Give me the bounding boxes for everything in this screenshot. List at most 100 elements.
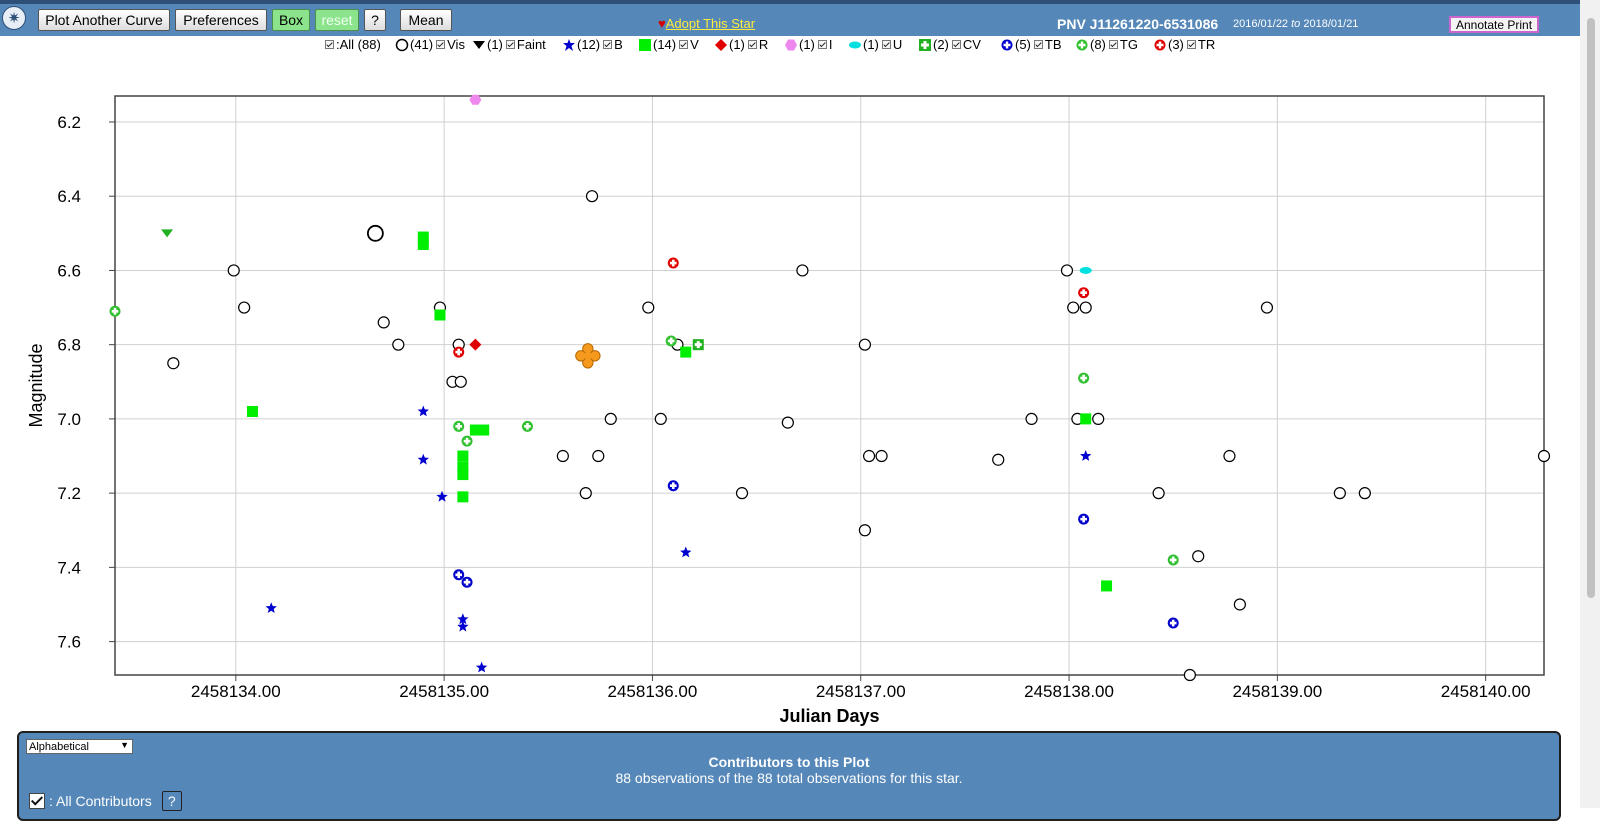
data-point-v[interactable] [457, 461, 469, 473]
tr-checkbox[interactable] [1186, 40, 1196, 49]
data-point-vis[interactable] [796, 264, 809, 277]
data-point-vis[interactable] [735, 487, 749, 500]
data-point-v[interactable] [457, 450, 469, 462]
i-checkbox[interactable] [817, 40, 827, 49]
all-contributors-checkbox[interactable] [29, 793, 45, 809]
data-point-vis[interactable] [579, 487, 592, 500]
plot-another-curve-button[interactable]: Plot Another Curve [38, 9, 170, 31]
data-point-tr[interactable] [667, 257, 679, 269]
data-point-vis[interactable] [1233, 598, 1246, 611]
data-point-tg[interactable] [109, 305, 121, 317]
tb-checkbox[interactable] [1033, 40, 1043, 49]
data-point-b[interactable] [475, 661, 488, 673]
data-point-v[interactable] [434, 309, 446, 321]
data-point-vis[interactable] [858, 524, 872, 537]
vis-checkbox[interactable] [436, 40, 446, 49]
faint-checkbox[interactable] [505, 40, 515, 49]
data-point-b[interactable] [457, 613, 469, 625]
data-point-vis[interactable] [238, 301, 251, 314]
data-point-faint[interactable] [161, 229, 174, 238]
data-point-vis[interactable] [1060, 264, 1074, 277]
data-point-b[interactable] [265, 602, 277, 613]
data-point-v[interactable] [680, 346, 692, 358]
data-point-vis[interactable] [642, 301, 655, 314]
data-point-v[interactable] [417, 231, 429, 243]
data-point-vis[interactable] [1223, 449, 1236, 463]
data-point-v[interactable] [417, 238, 429, 250]
data-point-tb[interactable] [1167, 617, 1179, 629]
adopt-star-link[interactable]: Adopt This Star [665, 16, 756, 31]
data-point-vis[interactable] [392, 338, 405, 351]
box-button[interactable]: Box [272, 9, 310, 31]
data-point-vis[interactable] [1537, 449, 1551, 463]
data-point-vis[interactable] [227, 264, 240, 277]
data-point-tg[interactable] [665, 335, 677, 347]
cv-checkbox[interactable] [951, 40, 961, 49]
data-point-vis[interactable] [592, 449, 605, 463]
data-point-tb[interactable] [1078, 513, 1090, 525]
data-point-vis[interactable] [1260, 301, 1274, 314]
data-point-tg[interactable] [1078, 372, 1090, 384]
data-point-vis[interactable] [875, 449, 888, 463]
data-point-vis[interactable] [858, 338, 872, 351]
data-point-v[interactable] [246, 405, 258, 417]
data-point-vis[interactable] [556, 449, 569, 463]
reset-button[interactable]: reset [315, 9, 359, 31]
data-point-vis[interactable] [1079, 301, 1092, 314]
data-point-b[interactable] [417, 405, 429, 417]
help-button[interactable]: ? [364, 9, 386, 31]
data-point-r[interactable] [469, 338, 482, 351]
data-point-v[interactable] [1080, 413, 1092, 425]
data-point-tb[interactable] [461, 576, 473, 588]
data-point-vis[interactable] [1192, 550, 1205, 563]
data-point-b[interactable] [417, 453, 429, 465]
data-point-vis[interactable] [1183, 668, 1196, 682]
data-point-vis[interactable] [167, 357, 180, 370]
data-point-vis[interactable] [1358, 487, 1371, 500]
aavso-logo-icon[interactable]: ✷ [2, 6, 26, 30]
data-point-vis[interactable] [1067, 301, 1080, 314]
data-point-v[interactable] [457, 491, 469, 503]
data-point-vis[interactable] [1025, 412, 1038, 426]
data-point-vis[interactable] [654, 412, 667, 426]
page-scrollbar[interactable] [1580, 0, 1600, 808]
data-point-tb[interactable] [667, 480, 679, 492]
data-point-vis[interactable] [454, 375, 467, 388]
data-point-u[interactable] [1079, 266, 1092, 274]
data-point-vis[interactable] [781, 416, 794, 429]
mean-button[interactable]: Mean [400, 9, 452, 31]
data-point-extra[interactable] [575, 343, 601, 369]
data-point-vis[interactable] [377, 316, 390, 329]
data-point-vis[interactable] [1333, 487, 1346, 500]
u-checkbox[interactable] [881, 40, 891, 49]
data-point-tg[interactable] [521, 420, 533, 432]
preferences-button[interactable]: Preferences [175, 9, 267, 31]
scrollbar-thumb[interactable] [1587, 18, 1595, 598]
data-point-cv[interactable] [692, 339, 704, 351]
data-point-v[interactable] [457, 469, 469, 481]
data-point-tb[interactable] [453, 569, 465, 581]
sort-select[interactable]: Alphabetical ▼ [26, 739, 133, 754]
data-point-vis[interactable] [604, 412, 617, 426]
data-point-vis[interactable] [585, 190, 599, 203]
data-point-i[interactable] [469, 94, 482, 105]
annotate-print-button[interactable]: Annotate Print [1449, 16, 1540, 33]
b-checkbox[interactable] [603, 40, 613, 49]
data-point-tg[interactable] [453, 420, 465, 432]
light-curve-plot[interactable]: 2458134.00 2458135.00 2458136.00 2458137.00… [0, 54, 1580, 726]
v-checkbox[interactable] [679, 40, 689, 49]
contributors-help-button[interactable]: ? [161, 791, 182, 811]
data-point-vis[interactable] [1092, 412, 1105, 426]
data-point-v[interactable] [478, 424, 490, 436]
data-point-tr[interactable] [1078, 287, 1090, 299]
r-checkbox[interactable] [747, 40, 757, 49]
data-point-tg[interactable] [461, 435, 473, 447]
data-point-b[interactable] [1080, 450, 1092, 461]
data-point-vis[interactable] [992, 453, 1005, 466]
data-point-v[interactable] [469, 424, 481, 436]
data-point-vis[interactable] [862, 449, 876, 463]
data-point-b[interactable] [680, 546, 692, 558]
data-point-v[interactable] [1101, 580, 1113, 592]
data-point-tg[interactable] [1167, 554, 1179, 566]
data-point-b[interactable] [436, 490, 448, 502]
